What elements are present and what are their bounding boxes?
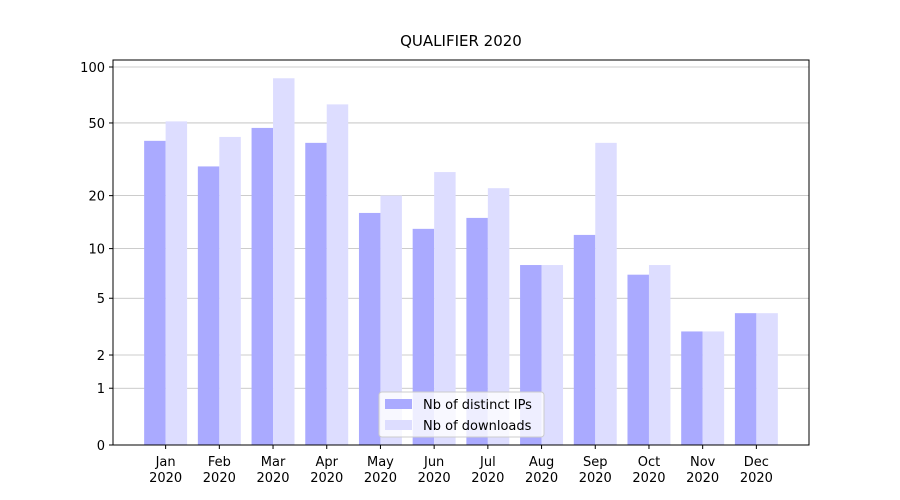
x-tick-label: Feb 2020	[203, 455, 236, 486]
bar	[702, 331, 725, 445]
y-tick-label: 2	[97, 349, 105, 364]
bar	[541, 265, 564, 445]
bars	[144, 78, 778, 446]
bar	[197, 166, 220, 446]
bar	[681, 331, 703, 445]
legend-swatch	[385, 420, 412, 430]
bar	[251, 127, 274, 445]
x-tick-label: Jul 2020	[471, 455, 504, 486]
bar	[273, 78, 295, 445]
x-tick-label: Mar 2020	[256, 455, 289, 486]
bar	[466, 217, 488, 445]
bar	[358, 212, 381, 445]
y-tick-label: 100	[80, 61, 105, 76]
bar	[434, 172, 456, 445]
x-tick-label: Apr 2020	[310, 455, 343, 486]
x-tick-label: Oct 2020	[632, 455, 665, 486]
chart-title: QUALIFIER 2020	[400, 32, 522, 50]
bar	[380, 195, 402, 445]
bar	[648, 265, 671, 445]
legend-label: Nb of downloads	[423, 419, 532, 434]
y-tick-label: 50	[88, 117, 105, 132]
legend: Nb of distinct IPs Nb of downloads	[378, 391, 545, 438]
y-tick-label: 0	[97, 439, 105, 454]
bar	[412, 228, 435, 445]
bar	[326, 104, 349, 445]
plot-frame	[112, 59, 810, 446]
legend-label: Nb of distinct IPs	[423, 398, 532, 413]
bar	[627, 274, 649, 445]
bar	[573, 234, 596, 445]
x-tick-label: Jan 2020	[149, 455, 182, 486]
y-tick-label: 20	[88, 190, 105, 205]
legend-swatch	[385, 399, 412, 409]
y-tick-label: 10	[88, 243, 105, 258]
x-tick-label: Nov 2020	[686, 455, 719, 486]
bar	[219, 136, 241, 446]
x-tick-label: May 2020	[364, 455, 397, 486]
x-tick-label: Dec 2020	[740, 455, 773, 486]
x-tick-label: Aug 2020	[525, 455, 558, 486]
y-tick-label: 1	[97, 382, 105, 397]
bar	[487, 188, 510, 446]
bar	[595, 142, 617, 445]
bar	[305, 142, 327, 445]
bar	[734, 313, 757, 445]
x-tick-label: Sep 2020	[579, 455, 612, 486]
legend-box	[378, 391, 545, 438]
bar	[144, 140, 166, 445]
x-tick-label: Jun 2020	[418, 455, 451, 486]
bar	[756, 313, 778, 445]
y-tick-label: 5	[97, 292, 105, 307]
bar	[165, 121, 188, 445]
